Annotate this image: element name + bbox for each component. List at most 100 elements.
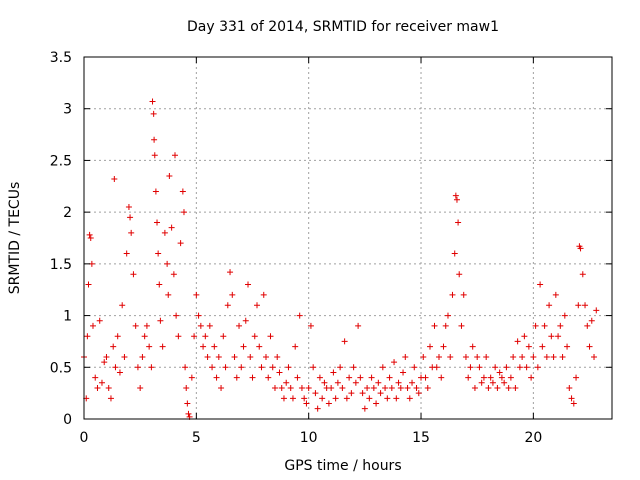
data-point: [550, 353, 557, 360]
data-point: [334, 379, 341, 386]
data-point: [325, 400, 332, 407]
data-point: [570, 400, 577, 407]
data-point: [512, 384, 519, 391]
data-point: [233, 374, 240, 381]
data-point: [260, 291, 267, 298]
data-point: [168, 224, 175, 231]
data-point: [582, 302, 589, 309]
data-point: [507, 374, 514, 381]
data-point: [150, 110, 157, 117]
x-tick-label: 0: [80, 430, 89, 446]
data-point: [151, 152, 158, 159]
data-point: [537, 281, 544, 288]
data-point: [377, 390, 384, 397]
data-point: [588, 317, 595, 324]
data-point: [92, 374, 99, 381]
data-point: [388, 384, 395, 391]
data-point: [112, 364, 119, 371]
data-point: [370, 384, 377, 391]
y-tick-label: 3.5: [50, 50, 72, 66]
data-point: [561, 312, 568, 319]
data-point: [134, 364, 141, 371]
data-point: [204, 353, 211, 360]
data-point: [224, 302, 231, 309]
data-point: [467, 364, 474, 371]
data-point: [287, 384, 294, 391]
data-point: [444, 312, 451, 319]
data-point: [269, 364, 276, 371]
data-point: [254, 302, 261, 309]
data-point: [316, 374, 323, 381]
data-point: [539, 343, 546, 350]
data-point: [532, 322, 539, 329]
data-point: [193, 291, 200, 298]
data-point: [465, 374, 472, 381]
data-point: [155, 250, 162, 257]
data-point: [573, 374, 580, 381]
data-point: [373, 400, 380, 407]
data-point: [586, 343, 593, 350]
data-point: [125, 203, 132, 210]
data-point: [575, 302, 582, 309]
data-point: [366, 395, 373, 402]
data-point: [501, 379, 508, 386]
data-point: [350, 364, 357, 371]
data-point: [111, 176, 118, 183]
data-point: [523, 364, 530, 371]
data-point: [451, 250, 458, 257]
data-point: [143, 322, 150, 329]
data-point: [485, 384, 492, 391]
data-point: [361, 405, 368, 412]
data-point: [105, 384, 112, 391]
data-point: [85, 281, 92, 288]
data-point: [271, 384, 278, 391]
data-point: [328, 384, 335, 391]
data-point: [395, 379, 402, 386]
data-point: [447, 353, 454, 360]
data-point: [274, 353, 281, 360]
data-point: [130, 271, 137, 278]
data-point: [505, 384, 512, 391]
data-point: [455, 219, 462, 226]
data-point: [438, 374, 445, 381]
data-point: [123, 250, 130, 257]
data-point: [314, 405, 321, 412]
data-point: [453, 196, 460, 203]
data-point: [159, 343, 166, 350]
x-tick-label: 15: [412, 430, 430, 446]
data-point: [339, 384, 346, 391]
data-point: [348, 390, 355, 397]
data-point: [289, 395, 296, 402]
data-point: [114, 333, 121, 340]
data-point: [341, 338, 348, 345]
data-point: [298, 384, 305, 391]
data-point: [492, 364, 499, 371]
data-point: [86, 231, 93, 238]
y-tick-label: 2.5: [50, 153, 72, 169]
data-point: [191, 333, 198, 340]
data-point: [209, 364, 216, 371]
data-point: [422, 374, 429, 381]
data-point: [276, 369, 283, 376]
data-point: [312, 390, 319, 397]
data-point: [170, 271, 177, 278]
data-point: [156, 281, 163, 288]
data-point: [577, 245, 584, 252]
y-tick-label: 3: [63, 102, 72, 118]
data-point: [384, 395, 391, 402]
data-point: [462, 353, 469, 360]
data-point: [427, 343, 434, 350]
data-point: [213, 374, 220, 381]
data-point: [458, 322, 465, 329]
data-point: [294, 374, 301, 381]
data-point: [321, 379, 328, 386]
data-point: [262, 353, 269, 360]
data-point: [296, 312, 303, 319]
data-point: [420, 353, 427, 360]
data-point: [285, 364, 292, 371]
data-point: [215, 353, 222, 360]
data-point: [166, 172, 173, 179]
data-point: [498, 374, 505, 381]
data-point: [525, 343, 532, 350]
data-point: [494, 384, 501, 391]
